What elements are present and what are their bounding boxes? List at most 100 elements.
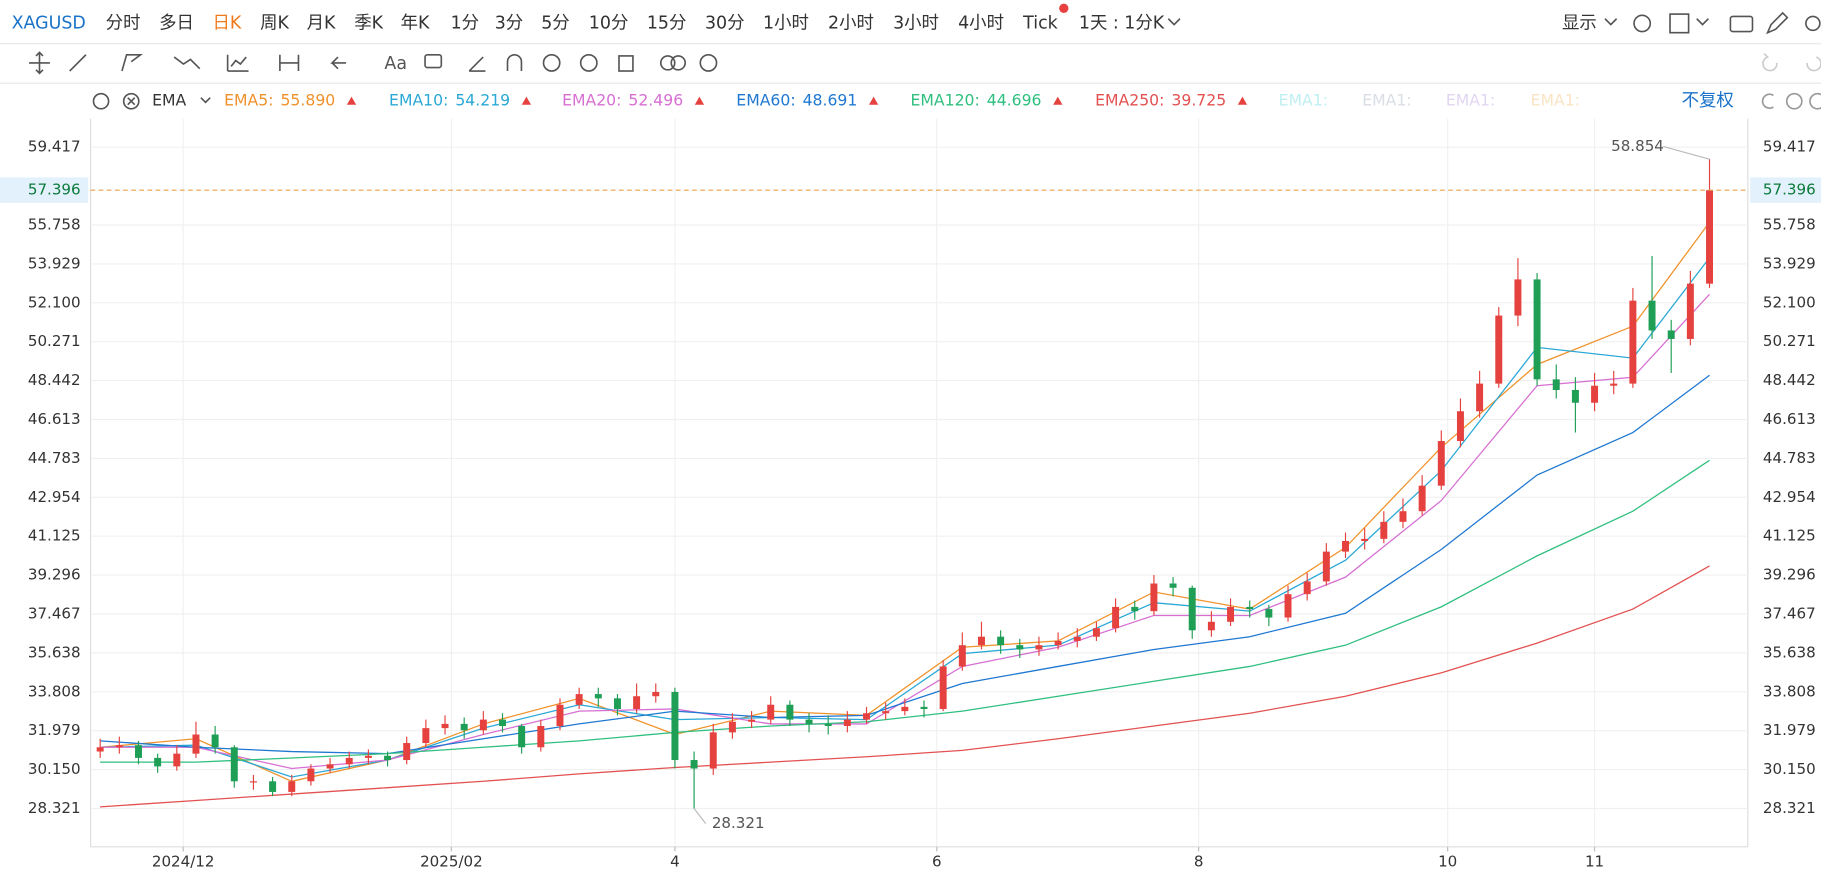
period-tab[interactable]: 3分	[495, 13, 523, 33]
more-icon[interactable]	[1805, 15, 1821, 32]
candle-body	[384, 755, 392, 761]
period-tab[interactable]: 分时	[106, 13, 141, 33]
settings-icon[interactable]	[1633, 14, 1652, 33]
candle-body	[499, 719, 506, 727]
display-menu[interactable]: 显示	[1562, 13, 1597, 33]
x-tick-label: 2025/02	[420, 852, 483, 870]
legend-faded: EMA1:	[1531, 91, 1580, 110]
period-tab[interactable]: 10分	[589, 13, 629, 33]
period-tab[interactable]: 3小时	[893, 13, 939, 33]
period-tab[interactable]: 1分	[451, 13, 479, 33]
candle-body	[134, 745, 142, 758]
indicator-name[interactable]: EMA	[152, 91, 186, 110]
candle-body	[1246, 606, 1254, 610]
dropdown-icon	[1604, 18, 1618, 26]
delete-tool[interactable]	[618, 55, 634, 72]
indicator-settings[interactable]	[92, 92, 110, 110]
legend-name: EMA250:	[1095, 91, 1164, 110]
indicator-close[interactable]	[122, 92, 140, 110]
arrow-tool[interactable]	[330, 56, 347, 70]
lock-tool[interactable]	[542, 53, 561, 72]
period-tab[interactable]: 1小时	[763, 13, 809, 33]
y-tick-label-right: 55.758	[1763, 216, 1816, 234]
pen-icon[interactable]	[1766, 11, 1789, 35]
legend-faded: EMA1:	[1362, 91, 1411, 110]
candle-body	[1227, 606, 1235, 622]
layout-icon[interactable]	[1669, 13, 1690, 34]
line-tool[interactable]	[69, 54, 87, 72]
interval-select[interactable]: 1天 : 1分K	[1079, 13, 1165, 33]
undo-icon[interactable]	[1762, 53, 1778, 72]
y-tick-label: 39.296	[28, 566, 81, 584]
symbol[interactable]: XAGUSD	[12, 13, 86, 33]
template-tool[interactable]	[699, 53, 718, 72]
legend-name: EMA20:	[562, 91, 621, 110]
magnet-tool[interactable]	[506, 53, 523, 72]
period-tab[interactable]: 2小时	[828, 13, 874, 33]
candle-body	[249, 781, 257, 783]
period-tab[interactable]: 月K	[307, 13, 336, 33]
candle-body	[1648, 300, 1656, 331]
candle-body	[652, 691, 660, 697]
y-tick-label-right: 37.467	[1763, 604, 1816, 622]
candle-body	[422, 728, 430, 744]
dropdown-icon	[200, 97, 211, 104]
angle-tool[interactable]	[468, 56, 486, 72]
candle-body	[460, 723, 468, 731]
y-tick-label-right: 42.954	[1763, 488, 1816, 506]
compare-tool[interactable]	[670, 55, 687, 71]
reset-icon[interactable]	[1761, 93, 1774, 109]
period-tab[interactable]: 15分	[647, 13, 687, 33]
period-tab[interactable]: 5分	[541, 13, 569, 33]
channel-tool[interactable]	[121, 53, 143, 72]
x-tick-label: 11	[1585, 852, 1604, 870]
period-tab[interactable]: 4小时	[958, 13, 1004, 33]
compare-tool[interactable]	[659, 55, 676, 71]
candle-body	[1591, 385, 1599, 403]
zoom-out-icon[interactable]	[1785, 92, 1803, 110]
period-tab[interactable]: 多日	[159, 13, 194, 33]
legend-trend	[694, 96, 705, 105]
text-tool[interactable]: Aa	[384, 54, 407, 74]
measure-tool[interactable]	[279, 54, 300, 72]
candle-body	[1706, 190, 1714, 284]
period-tab[interactable]: 30分	[705, 13, 745, 33]
y-tick-label: 44.783	[28, 449, 81, 467]
legend-value: 48.691	[803, 91, 858, 110]
y-tick-label: 41.125	[28, 527, 81, 545]
zoom-in-icon[interactable]	[1809, 92, 1821, 110]
wave-tool[interactable]	[173, 56, 201, 70]
hide-tool[interactable]	[579, 53, 598, 72]
legend-name: EMA60:	[736, 91, 795, 110]
y-tick-label: 50.271	[28, 332, 81, 350]
period-tab[interactable]: 周K	[260, 13, 289, 33]
candle-body	[997, 636, 1005, 646]
fib-tool[interactable]	[226, 54, 249, 72]
drawing-toolbar: Aa	[29, 51, 1821, 75]
plot-area: 59.417 59.417 55.758 55.758 53.929 53.929 52.1…	[0, 118, 1821, 870]
candle-body	[1207, 621, 1215, 631]
legend-trend	[1053, 96, 1063, 105]
y-tick-label: 37.467	[28, 604, 81, 622]
candle-body	[288, 781, 296, 792]
move-icon[interactable]	[29, 51, 50, 75]
redo-icon[interactable]	[1806, 56, 1821, 72]
annotation: 58.854	[1611, 137, 1664, 155]
comment-tool[interactable]	[424, 53, 443, 69]
notice-dot	[1059, 3, 1069, 13]
period-tab[interactable]: 季K	[354, 13, 383, 33]
period-tab[interactable]: Tick	[1022, 13, 1059, 33]
adjust-mode[interactable]: 不复权	[1682, 91, 1734, 111]
candle-body	[1303, 581, 1311, 595]
legend-trend	[521, 96, 532, 105]
candle-body	[1284, 594, 1292, 618]
candle-body	[1188, 587, 1196, 631]
camera-icon[interactable]	[1729, 15, 1754, 33]
candle-body	[977, 636, 985, 646]
candle-body	[1533, 279, 1541, 380]
candle-body	[1514, 279, 1522, 316]
period-tab[interactable]: 日K	[213, 13, 242, 33]
period-tab[interactable]: 年K	[401, 13, 430, 33]
candle-body	[154, 757, 162, 767]
candle-body	[728, 721, 736, 733]
